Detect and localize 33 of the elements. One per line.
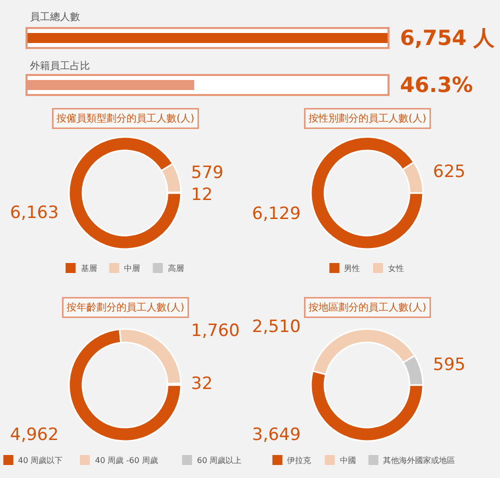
legend-label: 中國 xyxy=(340,456,356,465)
data-label: 595 xyxy=(433,355,466,375)
chart-title: 按性別劃分的員工人數(人) xyxy=(308,112,426,124)
legend-label: 40 周歲以下 xyxy=(18,456,63,465)
legend-label: 基層 xyxy=(81,264,97,273)
data-label: 6,129 xyxy=(252,204,301,224)
data-label: 3,649 xyxy=(252,425,301,445)
legend-label: 中層 xyxy=(124,264,140,273)
donut-slice xyxy=(68,328,182,442)
data-label: 625 xyxy=(433,162,466,182)
legend-label: 其他海外國家或地區 xyxy=(383,456,455,465)
data-label: 46.3% xyxy=(400,73,473,97)
chart-title: 按僱員類型劃分的員工人數(人) xyxy=(56,112,194,124)
data-label: 4,962 xyxy=(10,425,59,445)
legend-label: 男性 xyxy=(344,264,360,273)
chart-title: 按地區劃分的員工人數(人) xyxy=(308,302,426,314)
donut-slice xyxy=(68,136,182,250)
chart-title: 按年齡劃分的員工人數(人) xyxy=(66,302,184,314)
data-label: 6,163 xyxy=(10,203,59,223)
data-label: 1,760 xyxy=(191,321,240,341)
text: 外籍員工占比 xyxy=(30,60,90,72)
data-label: 12 xyxy=(191,185,213,205)
data-label: 579 xyxy=(191,163,224,183)
donut-slice xyxy=(310,136,424,250)
legend-label: 60 周歲以上 xyxy=(197,456,242,465)
legend-label: 40 周歲 -60 周歲 xyxy=(95,456,158,465)
legend-label: 伊拉克 xyxy=(287,456,311,465)
data-label: 2,510 xyxy=(252,317,301,337)
legend-label: 女性 xyxy=(388,264,404,273)
data-label: 6,754 人 xyxy=(400,26,496,50)
data-label: 32 xyxy=(191,374,213,394)
text: 員工總人數 xyxy=(30,11,80,23)
legend-label: 高層 xyxy=(168,264,184,273)
